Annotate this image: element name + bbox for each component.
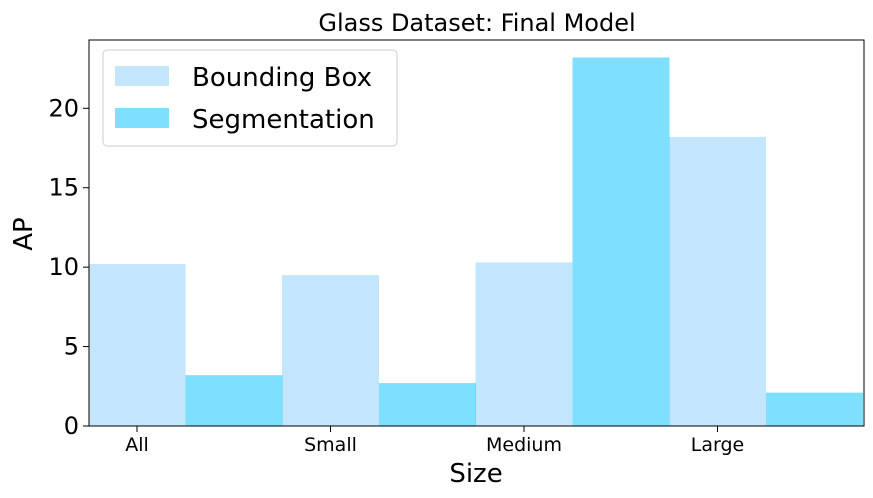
bar-segmentation-medium [572,57,670,426]
x-axis-label: Size [449,459,502,489]
legend: Bounding Box Segmentation [102,49,398,147]
bar-segmentation-large [766,392,863,426]
y-tick-label: 10 [48,253,79,281]
legend-frame [102,49,398,147]
bar-segmentation-all [185,375,283,426]
bar-bounding-box-medium [475,262,573,426]
legend-swatch-bounding-box [115,66,169,86]
x-axis-ticks: All Small Medium Large [125,426,744,456]
y-tick-label: 20 [48,94,79,122]
chart-title: Glass Dataset: Final Model [318,9,635,37]
x-tick-label-large: Large [691,434,744,456]
bar-bounding-box-small [282,275,379,426]
y-axis-ticks: 0 5 10 15 20 [48,94,89,440]
bar-bounding-box-large [669,136,766,426]
y-tick-label: 0 [64,412,79,440]
x-tick-label-small: Small [304,434,357,456]
bar-bounding-box-all [88,263,186,426]
y-tick-label: 5 [64,333,79,361]
y-tick-label: 15 [48,174,79,202]
y-axis-label: AP [9,217,39,250]
legend-label-segmentation: Segmentation [192,105,375,135]
legend-label-bounding-box: Bounding Box [192,63,372,93]
legend-swatch-segmentation [115,108,169,128]
plot-frame [88,39,865,427]
bar-segmentation-small [379,383,476,426]
x-tick-label-all: All [125,434,149,456]
bars-group [88,57,863,426]
x-tick-label-medium: Medium [486,434,562,456]
